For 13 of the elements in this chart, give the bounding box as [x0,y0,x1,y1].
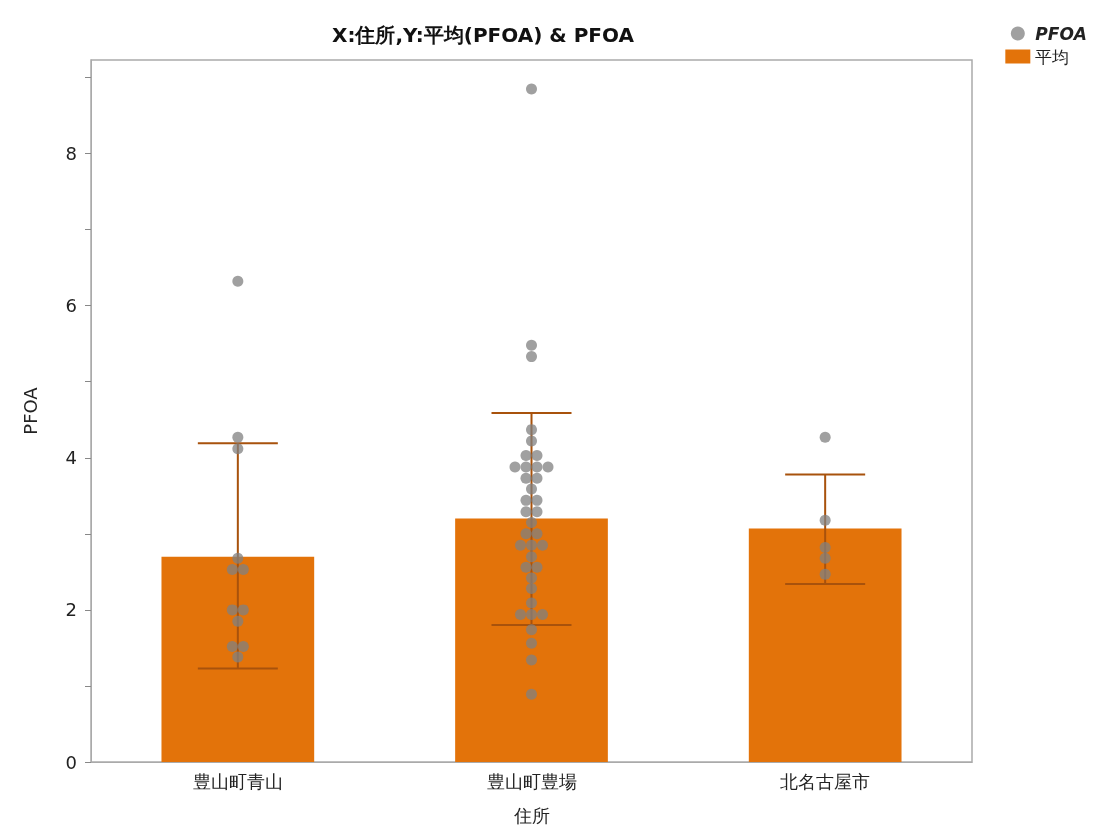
y-tick-label: 2 [65,599,77,621]
y-tick-label: 8 [65,143,77,165]
y-tick-label: 0 [65,751,77,773]
y-tick-label: 4 [65,447,77,469]
x-tick-label: 豊山町豊場 [486,770,577,792]
x-axis-title: 住所 [512,804,550,826]
x-tick-label: 豊山町青山 [192,770,283,792]
legend-label: 平均 [1035,46,1070,67]
chart-title: X:住所,Y:平均(PFOA) & PFOA [332,23,635,47]
x-tick-label: 北名古屋市 [780,770,871,792]
y-tick-label: 6 [65,295,77,317]
y-axis-title: PFOA [19,386,41,435]
legend-label: PFOA [1035,23,1088,44]
